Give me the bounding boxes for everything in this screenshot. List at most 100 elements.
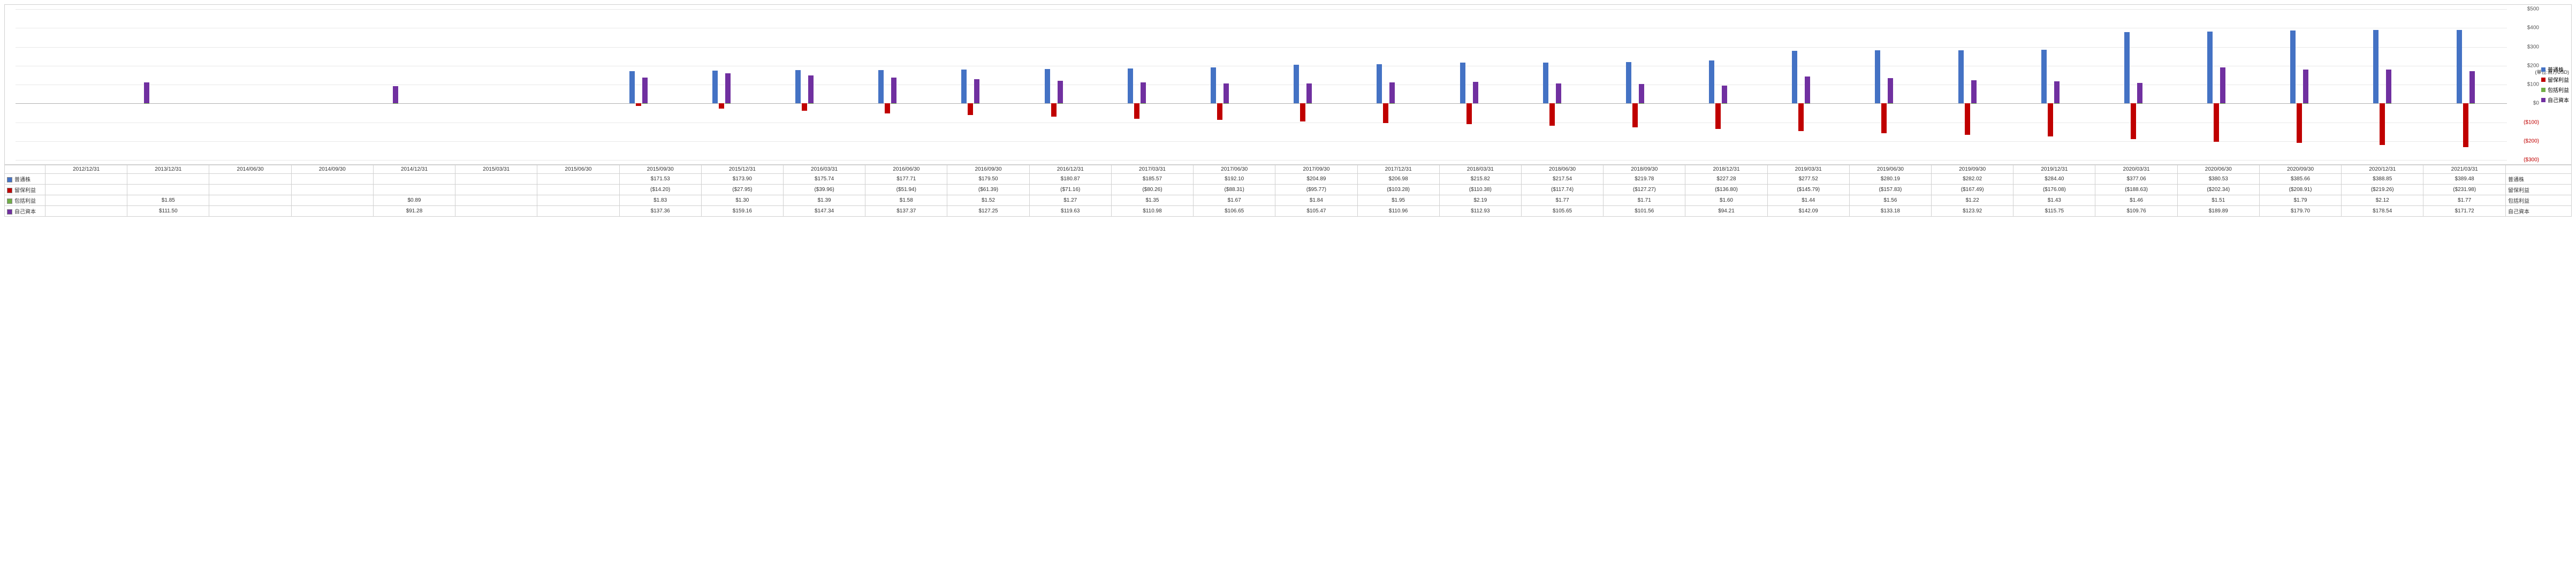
period-header: 2018/12/31: [1685, 165, 1767, 174]
data-cell: $385.66: [2259, 174, 2341, 185]
data-cell: $142.09: [1767, 206, 1849, 217]
data-cell: $127.25: [947, 206, 1029, 217]
data-cell: $1.60: [1685, 195, 1767, 206]
period-header: 2015/09/30: [619, 165, 701, 174]
table-row: 普通株$171.53$173.90$175.74$177.71$179.50$1…: [5, 174, 2572, 185]
bar-equity: [1639, 84, 1644, 103]
bar-common: [1294, 65, 1299, 103]
data-cell: [291, 174, 373, 185]
data-cell: $284.40: [2013, 174, 2095, 185]
table-corner: [5, 165, 45, 174]
row-header-retained: 留保利益: [5, 185, 45, 195]
period-header: 2015/12/31: [701, 165, 783, 174]
data-cell: $282.02: [1932, 174, 2013, 185]
data-cell: $137.36: [619, 206, 701, 217]
y-tick-label: $100: [2527, 82, 2539, 88]
data-cell: $377.06: [2095, 174, 2177, 185]
period-column: [2175, 9, 2258, 160]
data-cell: $280.19: [1849, 174, 1931, 185]
data-cell: $219.78: [1604, 174, 1685, 185]
data-cell: [209, 185, 291, 195]
data-cell: [373, 174, 455, 185]
table-row: 留保利益($14.20)($27.95)($39.96)($51.94)($61…: [5, 185, 2572, 195]
data-cell: $277.52: [1767, 174, 1849, 185]
data-cell: $178.54: [2342, 206, 2423, 217]
bar-common: [1128, 68, 1133, 103]
data-cell: ($103.28): [1357, 185, 1439, 195]
data-cell: ($208.91): [2259, 185, 2341, 195]
period-column: [1427, 9, 1510, 160]
data-cell: $215.82: [1439, 174, 1521, 185]
data-cell: $217.54: [1521, 174, 1603, 185]
table-row: 自己資本$111.50$91.28$137.36$159.16$147.34$1…: [5, 206, 2572, 217]
data-cell: $1.51: [2177, 195, 2259, 206]
bar-common: [1958, 50, 1964, 103]
legend-label: 普通株: [2548, 65, 2564, 73]
bar-common: [2290, 30, 2296, 103]
data-cell: $206.98: [1357, 174, 1439, 185]
data-cell: $179.50: [947, 174, 1029, 185]
bar-equity: [1473, 82, 1478, 103]
data-cell: $123.92: [1932, 206, 2013, 217]
data-cell: $1.35: [1111, 195, 1193, 206]
data-cell: [455, 206, 537, 217]
period-column: [680, 9, 763, 160]
data-cell: $137.37: [865, 206, 947, 217]
legend-swatch: [2541, 78, 2545, 82]
row-legend-comp: 包括利益: [2506, 195, 2572, 206]
data-cell: $1.39: [783, 195, 865, 206]
bar-retained: [1632, 103, 1638, 127]
bar-retained: [719, 103, 724, 109]
period-header: 2019/09/30: [1932, 165, 2013, 174]
data-cell: [537, 206, 619, 217]
bar-equity: [1389, 82, 1395, 103]
legend-item-comp: 包括利益: [2541, 86, 2569, 94]
bar-equity: [2469, 71, 2475, 104]
y-tick-label: ($100): [2524, 119, 2539, 125]
legend-item-retained: 留保利益: [2541, 75, 2569, 83]
data-cell: ($145.79): [1767, 185, 1849, 195]
period-header: 2017/03/31: [1111, 165, 1193, 174]
legend-label: 自己資本: [2548, 96, 2569, 104]
bar-common: [961, 70, 967, 103]
bar-common: [2124, 32, 2130, 103]
data-cell: $110.96: [1357, 206, 1439, 217]
bar-equity: [725, 73, 731, 103]
bar-common: [712, 71, 718, 103]
data-cell: ($127.27): [1604, 185, 1685, 195]
bar-common: [1211, 67, 1216, 104]
bar-retained: [1300, 103, 1305, 121]
row-swatch: [7, 198, 12, 204]
bar-equity: [1805, 77, 1810, 103]
data-cell: ($71.16): [1029, 185, 1111, 195]
spacer: [2506, 165, 2572, 174]
bar-retained: [2214, 103, 2219, 141]
legend-item-common: 普通株: [2541, 65, 2569, 73]
data-cell: $380.53: [2177, 174, 2259, 185]
bar-common: [2373, 30, 2379, 103]
period-column: [2341, 9, 2424, 160]
data-cell: ($202.34): [2177, 185, 2259, 195]
data-cell: [291, 185, 373, 195]
table-row: 包括利益$1.85$0.89$1.83$1.30$1.39$1.58$1.52$…: [5, 195, 2572, 206]
data-cell: $147.34: [783, 206, 865, 217]
data-cell: $1.58: [865, 195, 947, 206]
bar-retained: [636, 103, 641, 106]
bar-equity: [2303, 70, 2308, 103]
bar-retained: [1466, 103, 1472, 124]
bar-retained: [1715, 103, 1721, 129]
period-column: [1095, 9, 1178, 160]
period-header: 2016/06/30: [865, 165, 947, 174]
period-column: [181, 9, 264, 160]
bar-retained: [1798, 103, 1804, 131]
row-legend-retained: 留保利益: [2506, 185, 2572, 195]
y-tick-label: $400: [2527, 25, 2539, 31]
data-cell: [455, 185, 537, 195]
period-header: 2019/06/30: [1849, 165, 1931, 174]
bar-common: [1543, 63, 1548, 104]
period-header: 2018/06/30: [1521, 165, 1603, 174]
period-column: [16, 9, 98, 160]
period-column: [763, 9, 846, 160]
period-header: 2020/09/30: [2259, 165, 2341, 174]
data-cell: [455, 195, 537, 206]
